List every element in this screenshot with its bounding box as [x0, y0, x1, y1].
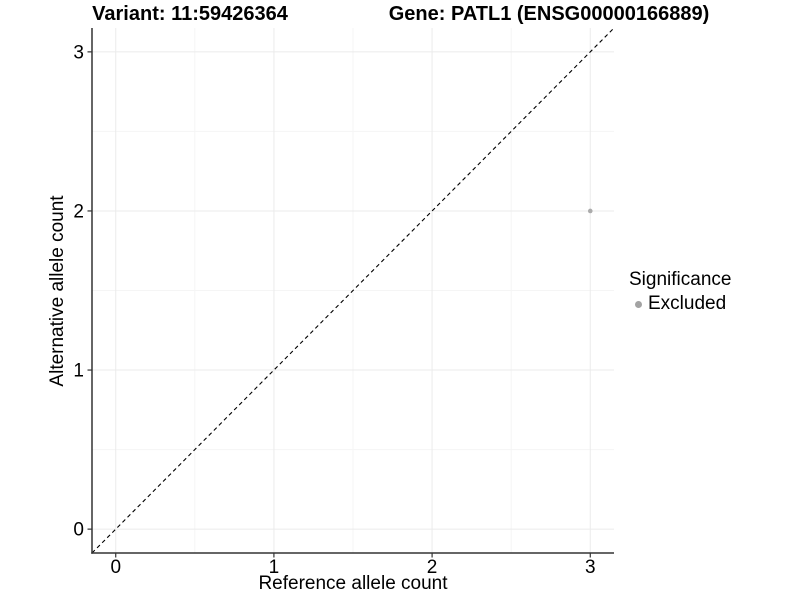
y-tick-label: 0: [73, 520, 84, 541]
axis-layer: 0 1 2 3 0 1 2 3: [73, 28, 614, 578]
reference-line-layer: [91, 27, 615, 554]
y-axis-title: Alternative allele count: [47, 195, 68, 387]
data-point: [587, 208, 593, 214]
legend-entry: Excluded: [629, 293, 731, 315]
x-tick-label: 0: [110, 557, 121, 578]
legend-entry-label: Excluded: [648, 293, 727, 314]
y-tick-label: 1: [73, 361, 84, 382]
y-tick-label: 3: [73, 42, 84, 63]
legend: Significance Excluded: [629, 269, 731, 315]
legend-title: Significance: [629, 269, 732, 290]
x-tick-label: 2: [427, 557, 438, 578]
gene-title: Gene: PATL1 (ENSG00000166889): [388, 3, 710, 25]
identity-line: [91, 27, 615, 554]
x-tick-label: 3: [585, 557, 596, 578]
x-tick-label: 1: [269, 557, 280, 578]
y-tick-label: 2: [73, 201, 84, 222]
grid-layer: [92, 28, 614, 553]
variant-title: Variant: 11:59426364: [92, 3, 288, 25]
x-axis-title: Reference allele count: [258, 573, 448, 594]
data-point-layer: [587, 208, 593, 214]
legend-point-icon: [635, 300, 642, 308]
